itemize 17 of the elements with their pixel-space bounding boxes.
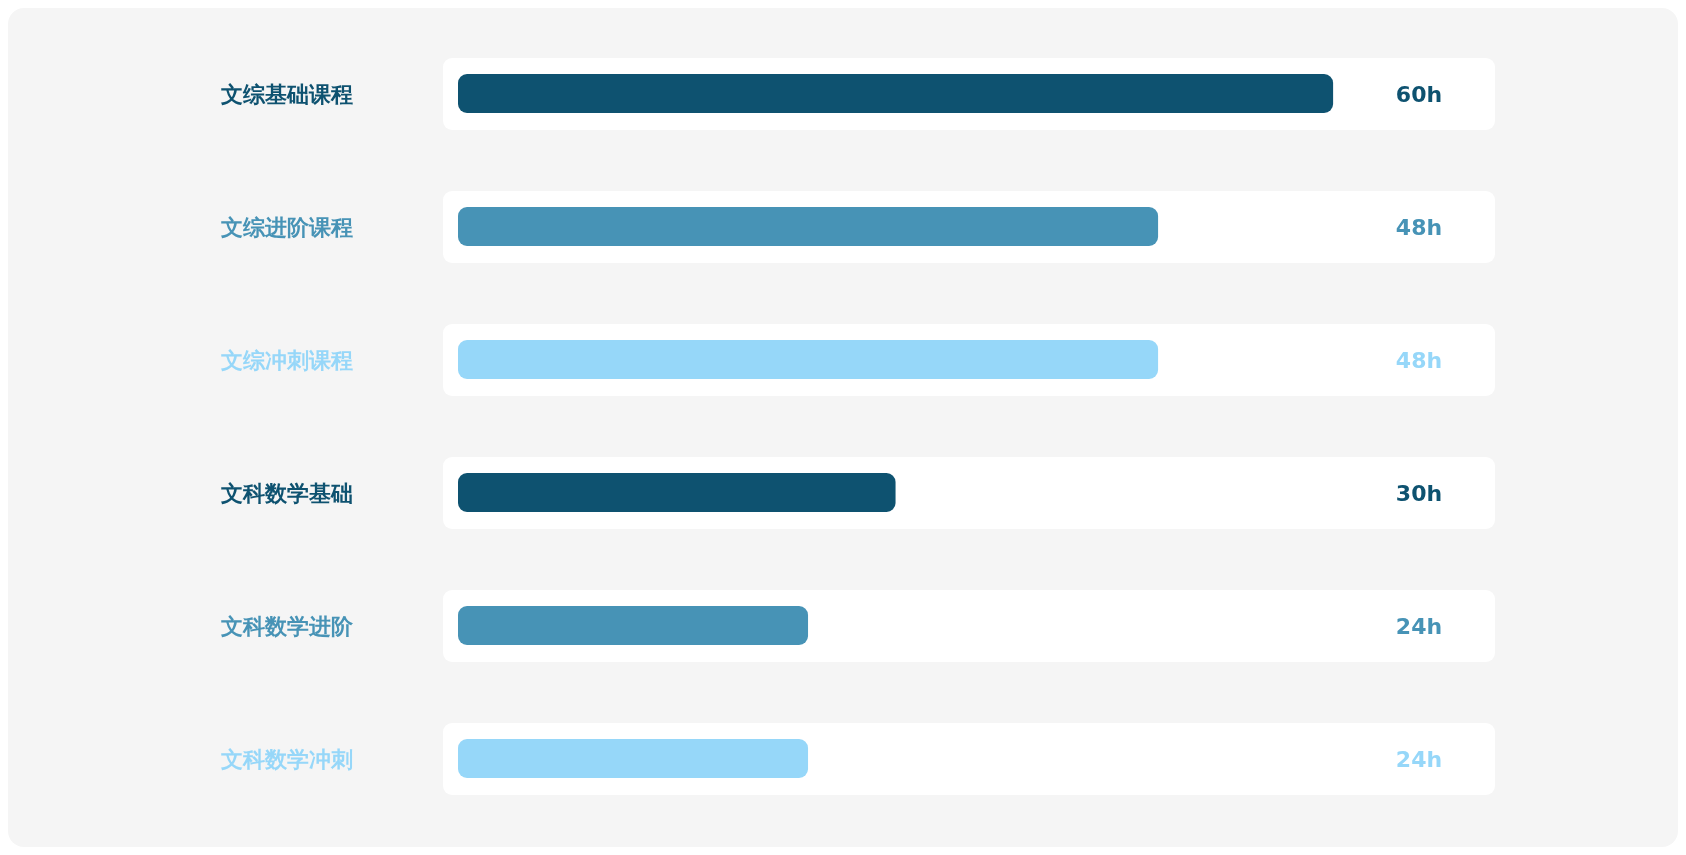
y-tick-label: 文综基础课程 bbox=[220, 81, 353, 107]
bar bbox=[458, 606, 809, 645]
data-label: 48h bbox=[1395, 347, 1443, 373]
y-tick-label: 文综进阶课程 bbox=[220, 214, 353, 240]
data-label: 60h bbox=[1395, 81, 1443, 107]
bar bbox=[458, 207, 1159, 246]
y-tick-label: 文科数学基础 bbox=[220, 480, 353, 506]
y-tick-label: 文科数学冲刺 bbox=[220, 746, 353, 772]
data-label: 24h bbox=[1395, 613, 1443, 639]
data-label: 30h bbox=[1395, 480, 1443, 506]
bar bbox=[458, 473, 896, 512]
bar bbox=[458, 340, 1159, 379]
data-label: 48h bbox=[1395, 214, 1443, 240]
data-label: 24h bbox=[1395, 746, 1443, 772]
y-tick-label: 文综冲刺课程 bbox=[220, 347, 353, 373]
bar bbox=[458, 739, 809, 778]
y-tick-label: 文科数学进阶 bbox=[220, 613, 354, 639]
